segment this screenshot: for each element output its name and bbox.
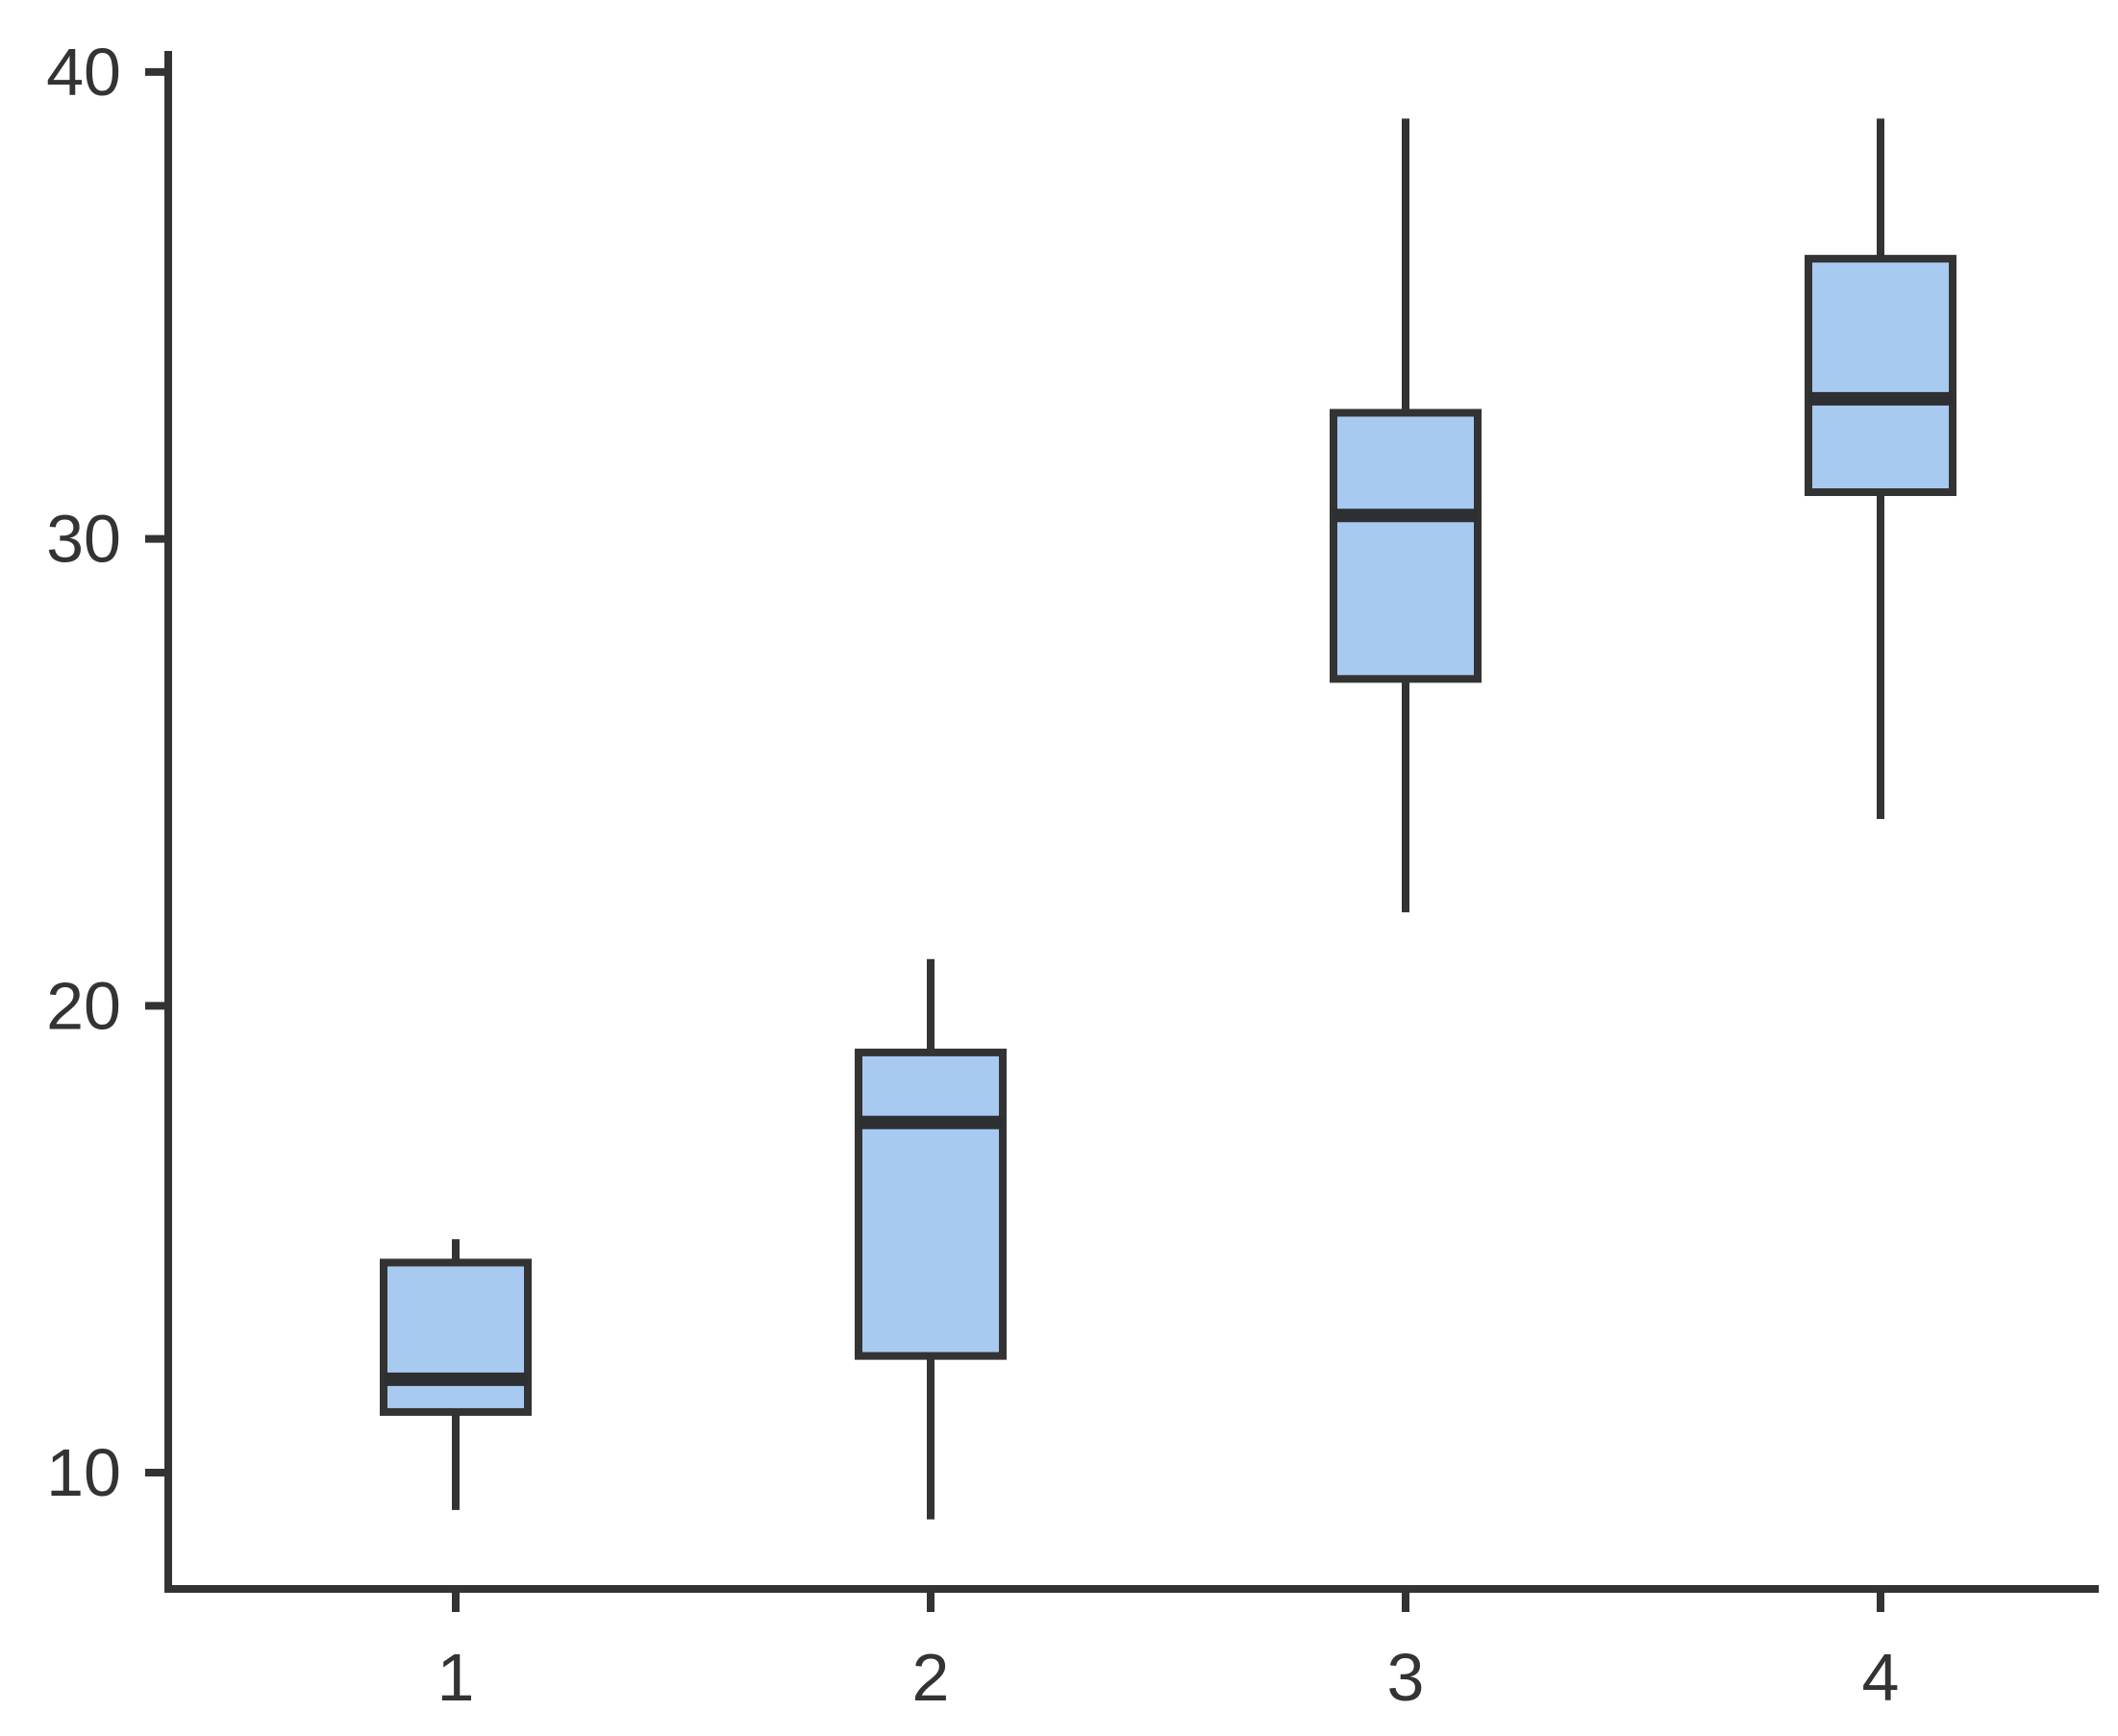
- y-axis-tick-label: 40: [46, 35, 121, 110]
- iqr-box: [1805, 255, 1956, 497]
- x-axis-tick-label: 2: [912, 1640, 950, 1715]
- x-axis-tick-label: 1: [437, 1640, 475, 1715]
- boxplot-box-1: [380, 1239, 532, 1510]
- iqr-box: [855, 1048, 1007, 1360]
- y-axis-tick-label: 20: [46, 968, 121, 1043]
- boxplot-box-2: [855, 958, 1007, 1520]
- y-axis-tick-label: 10: [46, 1435, 121, 1510]
- x-axis-tick-label: 4: [1862, 1640, 1900, 1715]
- x-axis-tick-label: 3: [1387, 1640, 1425, 1715]
- iqr-box: [380, 1258, 532, 1416]
- boxplot-box-4: [1805, 118, 1956, 820]
- iqr-box: [1330, 409, 1482, 683]
- y-axis-tick-label: 30: [46, 502, 121, 577]
- boxplot-box-3: [1330, 118, 1482, 913]
